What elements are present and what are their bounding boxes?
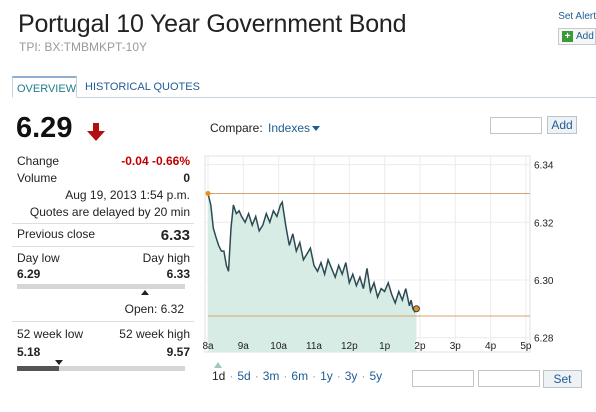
x-tick-label: 2p bbox=[414, 341, 426, 352]
day-high-label: Day high bbox=[142, 251, 190, 265]
day-range-marker bbox=[140, 290, 149, 295]
x-tick-label: 11a bbox=[306, 341, 322, 352]
compare-label: Compare: bbox=[210, 121, 263, 135]
x-tick-label: 4p bbox=[485, 341, 497, 352]
day-range-labels: Day low Day high bbox=[17, 251, 190, 265]
change-value: -0.04 bbox=[121, 154, 149, 168]
range-separator: · bbox=[336, 369, 341, 383]
quote-timestamp: Aug 19, 2013 1:54 p.m. bbox=[65, 188, 190, 202]
compare-symbol-input[interactable] bbox=[490, 117, 542, 134]
volume-value: 0 bbox=[183, 171, 190, 185]
x-tick-label: 5p bbox=[520, 341, 532, 352]
previous-close-label: Previous close bbox=[17, 227, 96, 241]
range-option-1y[interactable]: 1y bbox=[320, 369, 333, 383]
tabs-divider bbox=[12, 97, 596, 98]
range-option-6m[interactable]: 6m bbox=[291, 369, 309, 383]
set-range-button[interactable]: Set bbox=[543, 370, 582, 388]
week52-low-value: 5.18 bbox=[17, 345, 41, 359]
day-high-value: 6.33 bbox=[166, 267, 190, 281]
range-option-5y[interactable]: 5y bbox=[369, 369, 383, 383]
compare-add-button[interactable]: Add bbox=[547, 116, 577, 134]
week52-values: 5.18 9.57 bbox=[17, 345, 190, 359]
previous-close-value: 6.33 bbox=[160, 227, 190, 244]
week52-range-fill bbox=[17, 366, 59, 371]
compare-selected: Indexes bbox=[268, 121, 311, 135]
range-separator: · bbox=[283, 369, 288, 383]
end-marker bbox=[412, 305, 420, 313]
divider bbox=[12, 246, 194, 247]
day-low-label: Day low bbox=[17, 251, 60, 265]
ticker-symbol: TPI: BX:TMBMKPT-10Y bbox=[19, 40, 148, 54]
divider bbox=[12, 223, 194, 224]
compare-dropdown[interactable]: Indexes bbox=[268, 121, 321, 135]
last-price: 6.29 bbox=[16, 112, 73, 144]
day-range-bar bbox=[17, 284, 185, 289]
date-to-input[interactable] bbox=[478, 370, 540, 387]
range-option-1d[interactable]: 1d bbox=[212, 369, 226, 383]
plus-icon: + bbox=[562, 31, 573, 42]
volume-label: Volume bbox=[17, 171, 58, 185]
change-percent: -0.66% bbox=[151, 154, 190, 168]
divider bbox=[12, 321, 194, 322]
x-axis-labels: 8a 9a 10a 11a 12p 1p 2p 3p 4p 5p bbox=[202, 341, 531, 352]
day-low-value: 6.29 bbox=[17, 267, 41, 281]
x-tick-label: 8a bbox=[202, 341, 214, 352]
range-option-3y[interactable]: 3y bbox=[344, 369, 358, 383]
set-alert-link[interactable]: Set Alert bbox=[558, 11, 596, 22]
volume-row: Volume 0 bbox=[17, 171, 190, 185]
caret-down-icon bbox=[312, 126, 321, 132]
x-tick-label: 1p bbox=[379, 341, 391, 352]
price-chart[interactable]: 6.34 6.32 6.30 6.28 8a 9a 10a 11a 12p 1p 2p 3p 4p 5p bbox=[200, 150, 562, 360]
range-separator: · bbox=[254, 369, 259, 383]
selected-range-marker bbox=[214, 362, 222, 368]
change-row: Change -0.04 -0.66% bbox=[17, 154, 190, 168]
range-separator: · bbox=[312, 369, 317, 383]
y-tick-label: 6.30 bbox=[534, 276, 554, 287]
week52-range-bar bbox=[17, 366, 185, 371]
arrow-down-icon bbox=[87, 123, 105, 141]
y-tick-label: 6.32 bbox=[534, 218, 554, 229]
x-tick-label: 12p bbox=[341, 341, 358, 352]
x-tick-label: 10a bbox=[270, 341, 287, 352]
range-option-5d[interactable]: 5d bbox=[237, 369, 251, 383]
week52-high-label: 52 week high bbox=[119, 327, 190, 341]
day-range-values: 6.29 6.33 bbox=[17, 267, 190, 281]
week52-labels: 52 week low 52 week high bbox=[17, 327, 190, 341]
change-label: Change bbox=[17, 154, 60, 168]
tab-historical-quotes[interactable]: HISTORICAL QUOTES bbox=[85, 81, 200, 93]
y-axis-labels: 6.34 6.32 6.30 6.28 bbox=[534, 161, 554, 345]
y-tick-label: 6.34 bbox=[534, 161, 554, 172]
y-tick-label: 6.28 bbox=[534, 334, 554, 345]
add-watchlist-button[interactable]: + Add bbox=[558, 28, 596, 45]
week52-low-label: 52 week low bbox=[17, 327, 84, 341]
x-tick-label: 9a bbox=[238, 341, 250, 352]
range-option-3m[interactable]: 3m bbox=[262, 369, 280, 383]
x-tick-label: 3p bbox=[450, 341, 462, 352]
previous-close-row: Previous close 6.33 bbox=[17, 227, 190, 244]
date-from-input[interactable] bbox=[412, 370, 474, 387]
tab-overview[interactable]: OVERVIEW bbox=[12, 76, 77, 98]
page-title: Portugal 10 Year Government Bond bbox=[18, 10, 407, 38]
delay-note: Quotes are delayed by 20 min bbox=[29, 205, 190, 219]
start-marker bbox=[205, 190, 211, 196]
open-value: Open: 6.32 bbox=[124, 302, 184, 316]
price-series-line bbox=[207, 193, 418, 314]
time-range-selector: 1d · 5d · 3m · 6m · 1y · 3y · 5y bbox=[212, 369, 382, 383]
change-values: -0.04 -0.66% bbox=[121, 154, 190, 168]
range-separator: · bbox=[229, 369, 234, 383]
week52-high-value: 9.57 bbox=[166, 345, 190, 359]
price-area-fill bbox=[208, 193, 417, 352]
add-watchlist-label: Add bbox=[576, 31, 594, 42]
range-separator: · bbox=[361, 369, 366, 383]
week52-marker bbox=[55, 360, 63, 365]
